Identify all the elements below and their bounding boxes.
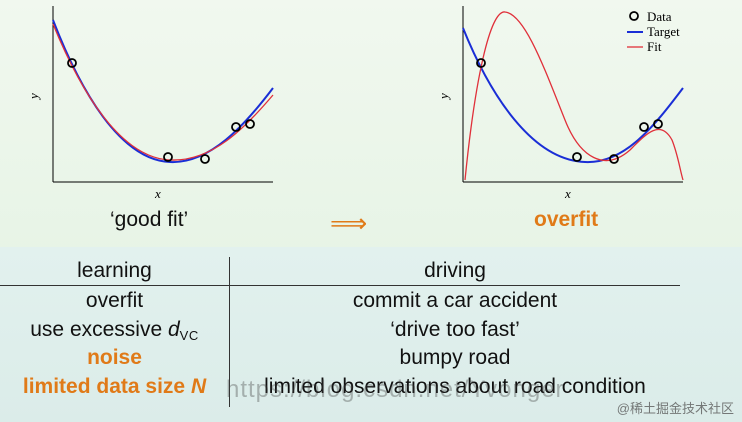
header-learning: learning — [77, 259, 152, 282]
header-divider — [0, 285, 680, 286]
data-point — [163, 152, 173, 162]
row-limited-left: limited data size N — [0, 373, 229, 401]
y-axis-label: y — [440, 93, 451, 101]
row-dvc-right: ‘drive too fast’ — [390, 318, 520, 341]
x-axis-label: x — [154, 186, 161, 200]
watermark-url: https://blog.csdn.net/Yvonger — [226, 376, 565, 403]
source-tag: @稀土掘金技术社区 — [616, 401, 734, 416]
row-dvc-prefix: use excessive — [30, 318, 168, 341]
row-dvc-sub: VC — [179, 328, 199, 343]
fit-curve — [52, 23, 274, 161]
data-point — [572, 152, 582, 162]
legend: Data Target Fit — [627, 9, 680, 54]
data-point — [476, 58, 486, 68]
good-fit-caption: ‘good fit’ — [110, 208, 189, 231]
legend-target-label: Target — [647, 24, 680, 39]
target-curve — [462, 27, 684, 164]
data-point — [639, 122, 649, 132]
data-point — [245, 119, 255, 129]
x-axis-label: x — [564, 186, 571, 200]
row-limited-var: N — [190, 375, 207, 398]
row-limited-prefix: limited data size — [22, 375, 191, 398]
legend-data-marker — [629, 11, 639, 21]
row-dvc-left: use excessive dVC — [0, 316, 229, 350]
data-point — [653, 119, 663, 129]
analogy-table: learning driving overfit commit a car ac… — [0, 247, 742, 422]
overfit-caption: overfit — [534, 208, 599, 231]
row-noise-left: noise — [87, 346, 142, 369]
row-dvc-var: d — [167, 318, 180, 341]
analogy-table-panel: learning driving overfit commit a car ac… — [0, 247, 742, 422]
row-noise-right: bumpy road — [399, 346, 511, 369]
data-point — [231, 122, 241, 132]
good-fit-plot: y x — [30, 0, 280, 200]
data-point — [67, 58, 77, 68]
column-divider — [229, 257, 230, 407]
row-limited-right: limited observations about road conditio… — [264, 375, 646, 398]
legend-fit-label: Fit — [647, 39, 662, 54]
row-overfit-left: overfit — [85, 289, 144, 312]
row-overfit-right: commit a car accident — [352, 289, 558, 312]
data-point — [609, 154, 619, 164]
implies-arrow: ⟹ — [330, 209, 368, 239]
fit-curve — [464, 11, 684, 181]
y-axis-label: y — [30, 93, 41, 101]
overfit-plot: y x Data Target Fit — [440, 0, 710, 200]
header-driving: driving — [424, 259, 486, 282]
data-point — [200, 154, 210, 164]
legend-data-label: Data — [647, 9, 672, 24]
